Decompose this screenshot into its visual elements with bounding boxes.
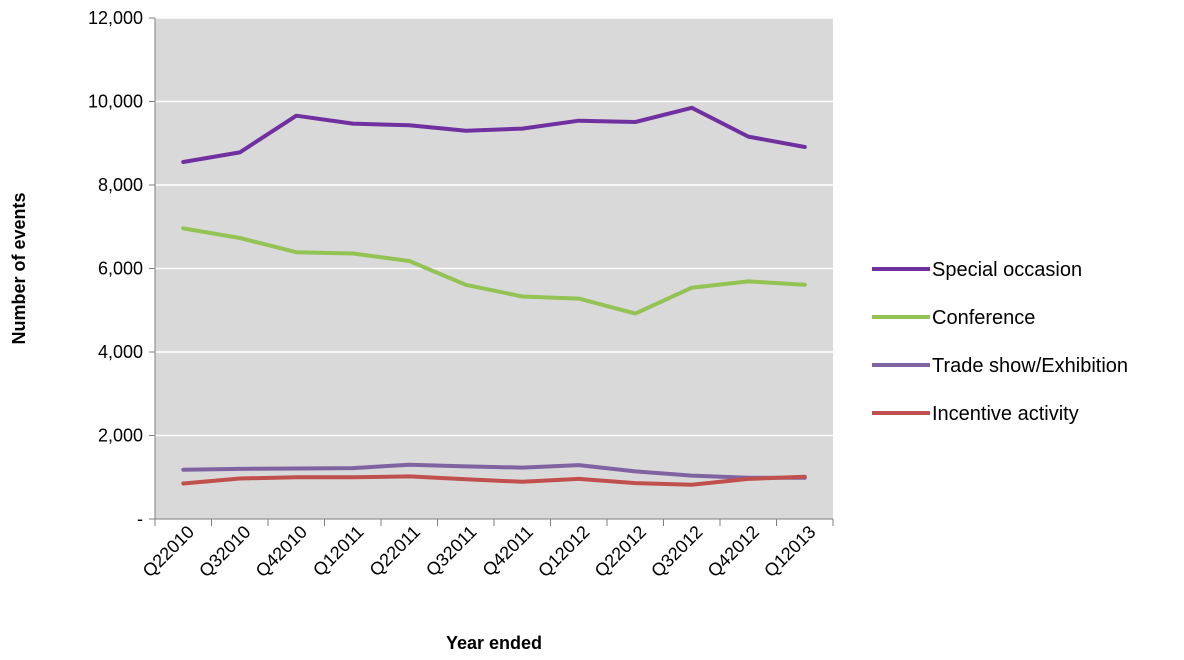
y-tick-label: - (137, 509, 143, 529)
x-tick-label: Q32010 (195, 522, 254, 581)
legend-label-special-occasion: Special occasion (932, 259, 1082, 281)
series-line-trade-show-exhibition (181, 462, 807, 480)
x-tick-label: Q22010 (139, 522, 198, 581)
x-tick-label: Q32011 (422, 522, 480, 580)
x-tick-label: Q22011 (366, 522, 424, 580)
y-tick-label: 12,000 (88, 8, 143, 28)
series-line-conference (181, 226, 807, 316)
y-tick-label: 6,000 (98, 259, 143, 279)
x-tick-label: Q32012 (647, 522, 706, 581)
y-tick-label: 10,000 (88, 92, 143, 112)
series-line-incentive-activity (181, 474, 807, 487)
x-axis-ticks: Q22010Q32010Q42010Q12011Q22011Q32011Q420… (139, 519, 834, 581)
x-tick-label: Q42012 (704, 522, 763, 581)
y-axis-ticks: - 2,000 4,000 6,000 8,000 10,000 12,000 (88, 8, 155, 529)
y-tick-label: 2,000 (98, 426, 143, 446)
x-tick-label: Q42010 (252, 522, 311, 581)
legend-label-trade-show-exhibition: Trade show/Exhibition (932, 355, 1128, 377)
legend: Special occasion Conference Trade show/Exh… (872, 259, 1128, 425)
gridlines (155, 17, 833, 437)
y-tick-label: 8,000 (98, 175, 143, 195)
x-tick-label: Q12011 (309, 522, 367, 580)
legend-label-conference: Conference (932, 307, 1035, 329)
x-tick-label: Q12012 (534, 522, 593, 581)
legend-label-incentive-activity: Incentive activity (932, 403, 1079, 425)
x-axis-title: Year ended (446, 633, 542, 653)
y-tick-label: 4,000 (98, 342, 143, 362)
y-axis-title: Number of events (9, 192, 29, 344)
x-tick-label: Q22012 (591, 522, 650, 581)
series-lines (181, 105, 807, 487)
series-line-special-occasion (181, 105, 807, 164)
x-tick-label: Q42011 (479, 522, 537, 580)
x-tick-label: Q12013 (760, 522, 819, 581)
